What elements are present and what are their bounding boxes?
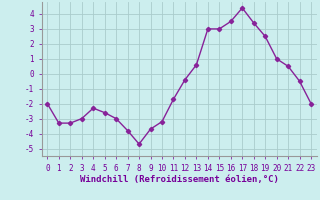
X-axis label: Windchill (Refroidissement éolien,°C): Windchill (Refroidissement éolien,°C)	[80, 175, 279, 184]
